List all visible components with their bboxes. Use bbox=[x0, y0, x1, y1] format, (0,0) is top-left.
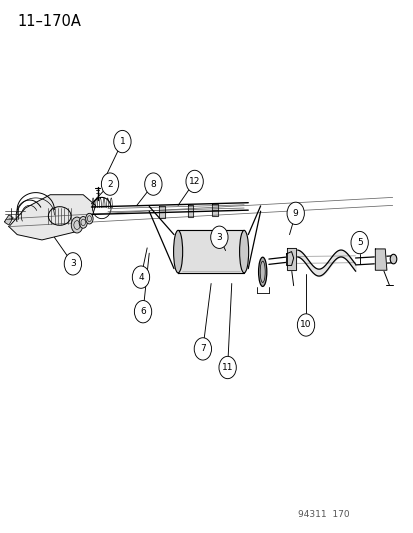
Polygon shape bbox=[286, 252, 293, 265]
Polygon shape bbox=[375, 249, 386, 270]
Polygon shape bbox=[5, 215, 13, 225]
Polygon shape bbox=[9, 195, 95, 240]
Ellipse shape bbox=[258, 257, 266, 286]
Circle shape bbox=[210, 226, 228, 248]
Text: 11: 11 bbox=[221, 363, 233, 372]
Text: 6: 6 bbox=[140, 307, 145, 316]
Text: 3: 3 bbox=[216, 233, 222, 242]
Text: 94311  170: 94311 170 bbox=[297, 510, 349, 519]
Text: 3: 3 bbox=[70, 260, 76, 268]
Circle shape bbox=[114, 131, 131, 153]
Circle shape bbox=[218, 357, 236, 378]
Text: 5: 5 bbox=[356, 238, 362, 247]
Text: 1: 1 bbox=[119, 137, 125, 146]
Polygon shape bbox=[287, 248, 295, 270]
Ellipse shape bbox=[71, 217, 83, 233]
Circle shape bbox=[185, 170, 203, 192]
Ellipse shape bbox=[85, 213, 93, 224]
Text: 12: 12 bbox=[188, 177, 200, 186]
Text: 8: 8 bbox=[150, 180, 156, 189]
Polygon shape bbox=[178, 230, 244, 273]
Text: 10: 10 bbox=[299, 320, 311, 329]
Polygon shape bbox=[212, 204, 218, 216]
Polygon shape bbox=[158, 206, 164, 218]
Text: 4: 4 bbox=[138, 273, 143, 281]
Circle shape bbox=[286, 202, 304, 224]
Ellipse shape bbox=[79, 216, 87, 228]
Ellipse shape bbox=[239, 230, 248, 273]
Circle shape bbox=[134, 301, 151, 323]
Text: 9: 9 bbox=[292, 209, 298, 218]
Circle shape bbox=[194, 338, 211, 360]
Polygon shape bbox=[187, 205, 193, 217]
Circle shape bbox=[101, 173, 119, 195]
Circle shape bbox=[297, 314, 314, 336]
Circle shape bbox=[64, 253, 81, 275]
Circle shape bbox=[145, 173, 161, 195]
Text: 11–170A: 11–170A bbox=[17, 14, 81, 29]
Text: 7: 7 bbox=[199, 344, 205, 353]
Ellipse shape bbox=[260, 261, 265, 282]
Circle shape bbox=[350, 231, 368, 254]
Ellipse shape bbox=[389, 254, 396, 264]
Text: 2: 2 bbox=[107, 180, 113, 189]
Circle shape bbox=[132, 266, 149, 288]
Ellipse shape bbox=[173, 230, 182, 273]
